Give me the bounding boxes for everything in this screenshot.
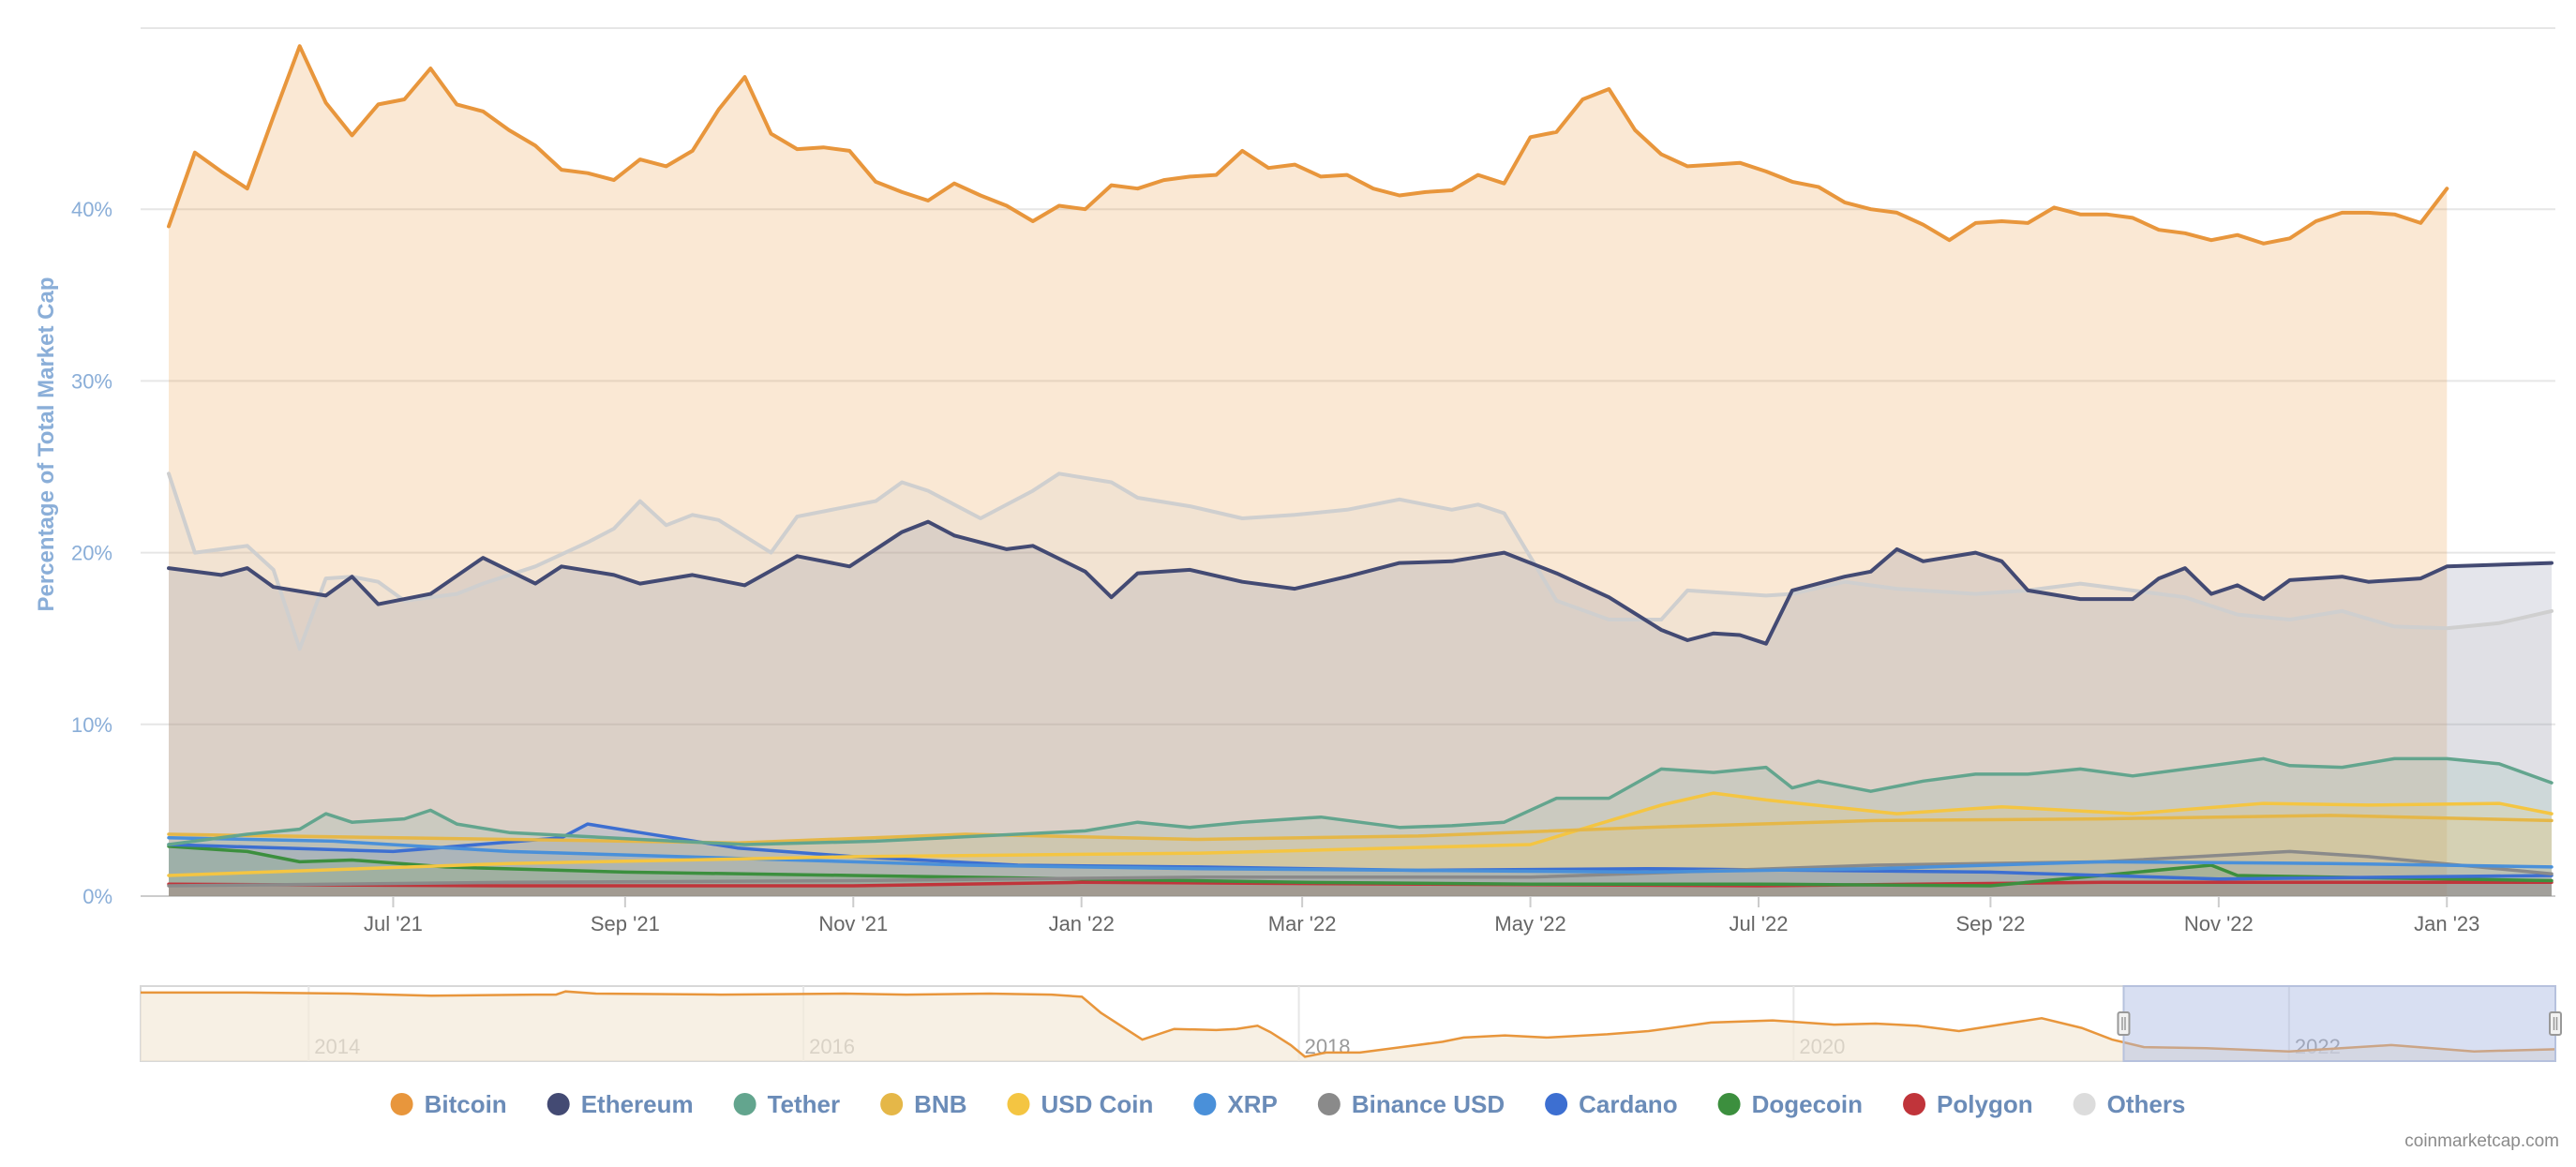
- navigator-line-bitcoin: [141, 990, 2556, 1058]
- series-line-usd-coin[interactable]: [167, 791, 2554, 877]
- x-tick-label: Nov '21: [818, 912, 888, 935]
- y-tick-label: 10%: [71, 713, 112, 737]
- y-axis-label: Percentage of Total Market Cap: [34, 277, 59, 612]
- series-line-tether[interactable]: [167, 756, 2554, 846]
- series-area-cardano: [169, 824, 2552, 896]
- navigator-selection[interactable]: [2122, 985, 2556, 1062]
- y-tick-label: 30%: [71, 369, 112, 393]
- series-line-bitcoin[interactable]: [167, 44, 2449, 246]
- legend-label: Cardano: [1579, 1090, 1677, 1118]
- legend-item-tether[interactable]: Tether: [733, 1090, 841, 1118]
- series-area-bnb: [169, 815, 2552, 896]
- handle-grip[interactable]: [2117, 1011, 2131, 1036]
- legend-label: BNB: [914, 1090, 966, 1118]
- y-tick-label: 0%: [82, 885, 112, 908]
- legend-item-binance-usd[interactable]: Binance USD: [1317, 1090, 1505, 1118]
- series-line-xrp[interactable]: [167, 835, 2554, 875]
- legend-item-bitcoin[interactable]: Bitcoin: [390, 1090, 507, 1118]
- series-line-layer: [167, 44, 2554, 888]
- y-tick-label: 20%: [71, 542, 112, 565]
- x-tick-label: May '22: [1494, 912, 1565, 935]
- legend-label: USD Coin: [1041, 1090, 1153, 1118]
- legend-label: Binance USD: [1352, 1090, 1505, 1118]
- legend-item-cardano[interactable]: Cardano: [1545, 1090, 1678, 1118]
- legend-swatch: [1317, 1093, 1340, 1115]
- series-area-dogecoin: [169, 845, 2552, 896]
- credit-text[interactable]: coinmarketcap.com: [2404, 1131, 2559, 1151]
- series-line-bnb[interactable]: [167, 814, 2554, 845]
- navigator-area-bitcoin: [141, 991, 2555, 1061]
- x-tick-label: Nov '22: [2184, 912, 2254, 935]
- legend-item-xrp[interactable]: XRP: [1193, 1090, 1278, 1118]
- x-tick-label: Mar '22: [1268, 912, 1337, 935]
- legend-swatch: [1193, 1093, 1217, 1115]
- legend-label: XRP: [1227, 1090, 1277, 1118]
- series-line-polygon[interactable]: [167, 880, 2554, 888]
- x-tick-label: Sep '22: [1955, 912, 2025, 935]
- legend-swatch: [1903, 1093, 1926, 1115]
- legend-label: Polygon: [1937, 1090, 2033, 1118]
- legend-swatch: [1545, 1093, 1568, 1115]
- x-tick-label: Sep '21: [591, 912, 660, 935]
- legend-label: Tether: [768, 1090, 841, 1118]
- legend-swatch: [390, 1093, 413, 1115]
- series-area-ethereum: [169, 521, 2552, 896]
- series-area-bitcoin: [169, 46, 2448, 896]
- navigator[interactable]: 20142016201820202022: [140, 985, 2562, 1062]
- x-tick-label: Jan '23: [2414, 912, 2479, 935]
- navigator-handle-left[interactable]: [2117, 1011, 2131, 1036]
- legend-swatch: [1717, 1093, 1741, 1115]
- series-line-ethereum[interactable]: [167, 519, 2554, 646]
- legend-label: Bitcoin: [425, 1090, 507, 1118]
- x-tick-label: Jul '21: [364, 912, 423, 935]
- legend-item-others[interactable]: Others: [2073, 1090, 2186, 1118]
- axis-layer: 0% 10% 20% 30% 40% Jul '21 Sep '21 Nov '21 Jan '…: [71, 198, 2479, 935]
- x-tick-label: Jul '22: [1730, 912, 1789, 935]
- legend-swatch: [1007, 1093, 1030, 1115]
- series-area-tether: [169, 758, 2552, 896]
- handle-grip[interactable]: [2549, 1011, 2562, 1036]
- legend-item-ethereum[interactable]: Ethereum: [547, 1090, 694, 1118]
- legend-swatch: [2073, 1093, 2096, 1115]
- series-line-dogecoin[interactable]: [167, 845, 2554, 888]
- legend-swatch: [733, 1093, 756, 1115]
- navigator-handle-right[interactable]: [2549, 1011, 2562, 1036]
- legend-item-polygon[interactable]: Polygon: [1903, 1090, 2033, 1118]
- legend-label: Ethereum: [581, 1090, 694, 1118]
- legend-label: Dogecoin: [1752, 1090, 1863, 1118]
- legend: Bitcoin Ethereum Tether BNB USD Coin XRP Binan…: [390, 1090, 2186, 1118]
- grid-layer: [141, 27, 2555, 897]
- x-tick-label: Jan '22: [1049, 912, 1115, 935]
- y-tick-label: 40%: [71, 198, 112, 221]
- legend-swatch: [880, 1093, 904, 1115]
- legend-item-bnb[interactable]: BNB: [880, 1090, 966, 1118]
- legend-label: Others: [2107, 1090, 2186, 1118]
- series-area-others: [169, 473, 2552, 896]
- series-line-others[interactable]: [167, 471, 2554, 651]
- legend-item-dogecoin[interactable]: Dogecoin: [1717, 1090, 1863, 1118]
- legend-swatch: [547, 1093, 570, 1115]
- legend-item-usd-coin[interactable]: USD Coin: [1007, 1090, 1153, 1118]
